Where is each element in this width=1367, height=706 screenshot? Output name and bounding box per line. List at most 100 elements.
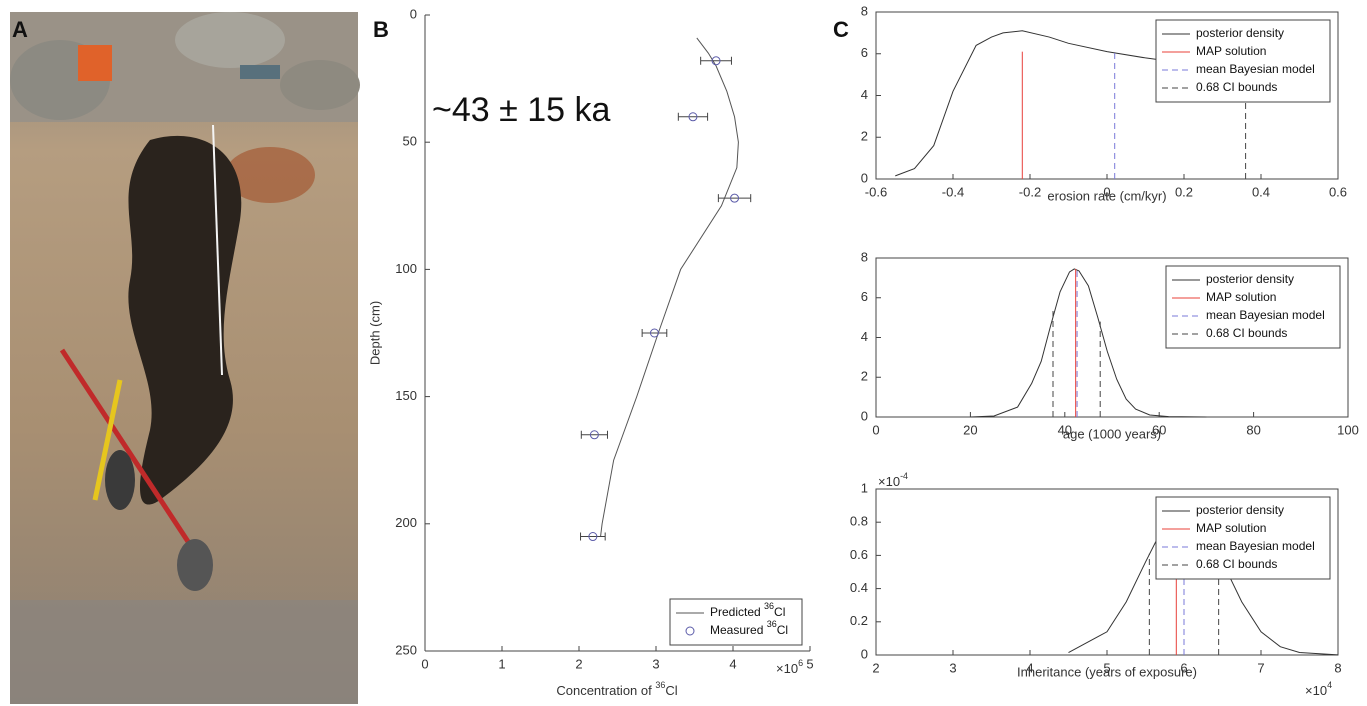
line-series (970, 268, 1207, 418)
legend-label: MAP solution (1196, 44, 1266, 58)
legend-label: posterior density (1206, 272, 1294, 286)
panel-label: A (12, 17, 28, 42)
photo (10, 12, 360, 704)
x-tick-label: 100 (1337, 422, 1359, 437)
x-tick-label: -0.2 (1019, 184, 1041, 199)
error-bar (641, 329, 668, 337)
x-tick-label: 8 (1334, 660, 1341, 675)
legend-label-part: 36 (764, 601, 774, 611)
legend-label-part: 36 (767, 619, 777, 629)
data-point (589, 430, 599, 440)
legend-box (669, 598, 803, 646)
y-tick-label: 2 (861, 129, 868, 144)
y-tick-label: 0.8 (850, 514, 868, 529)
x-tick-label: 0.2 (1175, 184, 1193, 199)
y-tick-label: 2 (861, 369, 868, 384)
x-tick-label: 5 (1103, 660, 1110, 675)
x-tick-label: 0 (1103, 184, 1110, 199)
x-tick-label: 3 (949, 660, 956, 675)
legend: posterior density MAP solution mean Bayesi… (1155, 19, 1331, 103)
legend-label: 0.68 CI bounds (1206, 326, 1287, 340)
error-bar (717, 194, 752, 203)
legend-label: Measured 36Cl (710, 619, 788, 637)
y-tick-label: 150 (395, 388, 417, 403)
legend-label: 0.68 CI bounds (1196, 80, 1277, 94)
data-point (649, 328, 659, 338)
legend-label: 0.68 CI bounds (1196, 557, 1277, 571)
x-tick-label: 2 (575, 656, 582, 671)
x-multiplier-part: ×10 (776, 661, 798, 676)
x-axis-label: erosion rate (cm/kyr) (1047, 188, 1166, 203)
x-tick-label: 60 (1152, 422, 1166, 437)
panel-label: B (373, 17, 389, 42)
legend-label-part: Measured (710, 623, 767, 637)
data-point (711, 56, 721, 66)
legend-label: mean Bayesian model (1206, 308, 1325, 322)
x-multiplier-part: ×10 (1305, 683, 1327, 698)
tape-measure (212, 124, 223, 376)
x-axis-label-part: Cl (665, 683, 677, 698)
y-tick-label: 0 (861, 646, 868, 661)
y-tick-label: 0.6 (850, 547, 868, 562)
shovel-handle (59, 348, 213, 577)
x-tick-label: 4 (729, 656, 736, 671)
annotation: ~43 ± 15 ka (432, 91, 610, 129)
legend-label: MAP solution (1196, 521, 1266, 535)
y-multiplier-part: -4 (900, 471, 908, 481)
shovel-blade (105, 450, 135, 510)
error-bar (580, 532, 606, 541)
tarp (240, 65, 280, 79)
x-tick-label: 0.4 (1252, 184, 1270, 199)
x-tick-label: 40 (1058, 422, 1072, 437)
legend-label: mean Bayesian model (1196, 539, 1315, 553)
x-tick-label: 2 (872, 660, 879, 675)
x-axis-label: Inheritance (years of exposure) (1017, 664, 1197, 679)
chart: -0.6 -0.4 -0.2 0 0.2 0.4 0.6 0 2 4 6 8 erosion rate … (861, 3, 1347, 203)
x-tick-label: 5 (806, 656, 813, 671)
error-bar (580, 430, 608, 439)
soil-horizon (225, 147, 315, 203)
legend-label: posterior density (1196, 503, 1284, 517)
x-tick-label: 3 (652, 656, 659, 671)
y-tick-label: 6 (861, 289, 868, 304)
error-bar (700, 56, 732, 65)
y-tick-label: 0.4 (850, 580, 868, 595)
x-tick-label: 0.6 (1329, 184, 1347, 199)
y-tick-label: 4 (861, 87, 868, 102)
y-tick-label: 0 (861, 170, 868, 185)
data-point (730, 193, 740, 203)
legend: posterior density MAP solution mean Bayesi… (1155, 496, 1331, 580)
y-tick-label: 250 (395, 642, 417, 657)
x-multiplier: ×106 (776, 658, 803, 676)
x-axis-label-part: Concentration of (556, 683, 655, 698)
y-tick-label: 200 (395, 515, 417, 530)
x-axis-label-part: 36 (655, 680, 665, 690)
legend-label-part: Predicted (710, 605, 764, 619)
legend-label-part: Cl (777, 623, 788, 637)
gravel (10, 600, 358, 704)
error-bar (677, 112, 709, 121)
panel-label: C (833, 17, 849, 42)
x-tick-label: -0.6 (865, 184, 887, 199)
x-tick-label: 20 (963, 422, 977, 437)
chart: 0 20 40 60 80 100 0 2 4 6 8 age (1000 years) posteri… (861, 249, 1359, 441)
shrub (175, 12, 285, 68)
legend-label: posterior density (1196, 26, 1284, 40)
y-tick-label: 8 (861, 249, 868, 264)
x-multiplier-part: 6 (798, 658, 803, 668)
x-axis-label: Concentration of 36Cl (556, 680, 677, 698)
x-tick-label: -0.4 (942, 184, 964, 199)
x-multiplier-part: 4 (1327, 680, 1332, 690)
x-multiplier: ×104 (1305, 680, 1332, 698)
y-tick-label: 0 (861, 408, 868, 423)
y-multiplier-part: ×10 (878, 474, 900, 489)
x-tick-label: 0 (872, 422, 879, 437)
trench (128, 135, 242, 505)
bucket (78, 45, 112, 81)
x-tick-label: 6 (1180, 660, 1187, 675)
y-axis-label: Depth (cm) (367, 301, 382, 365)
y-tick-label: 1 (861, 480, 868, 495)
x-tick-label: 7 (1257, 660, 1264, 675)
